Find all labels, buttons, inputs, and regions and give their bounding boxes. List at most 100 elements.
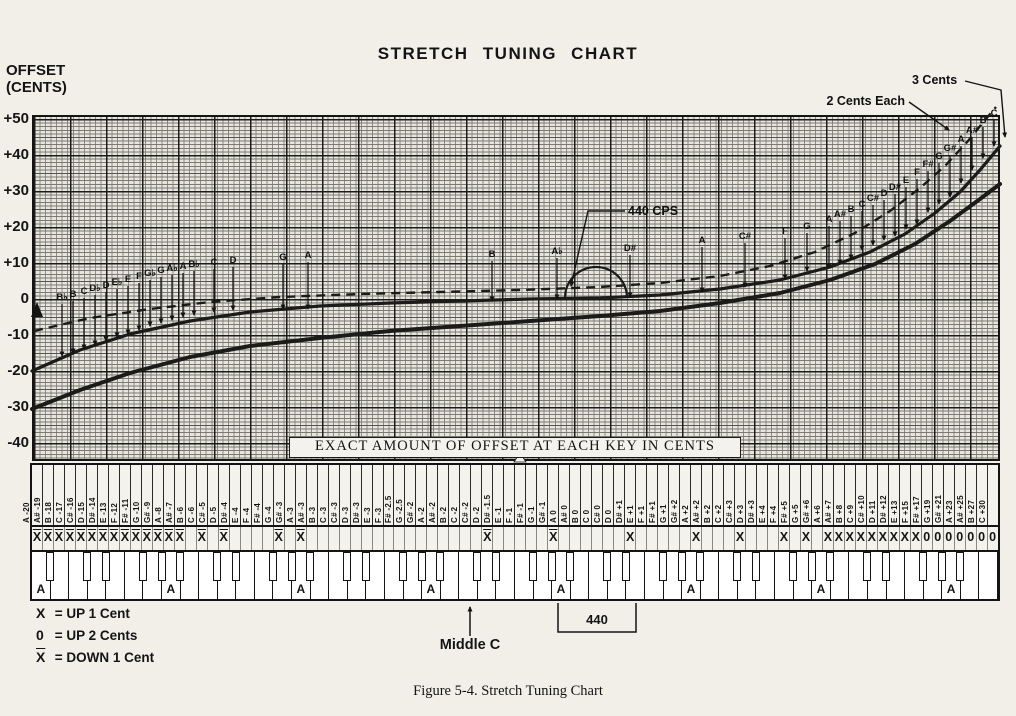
black-key xyxy=(343,552,352,581)
black-key xyxy=(269,552,277,581)
key-mark-cell xyxy=(184,527,196,550)
key-offset-cell: G# +2 xyxy=(670,465,690,525)
up-1-cent-mark: X xyxy=(889,530,898,544)
black-key xyxy=(231,552,240,581)
key-mark-cell: X xyxy=(843,527,855,550)
key-offset-text: E -4 xyxy=(230,507,240,523)
key-offset-text: G -10 xyxy=(131,501,141,523)
key-mark-cell xyxy=(404,527,415,550)
key-offset-cell: D +3 xyxy=(736,465,756,525)
key-mark-cell xyxy=(327,527,339,550)
up-2-cents-mark: 0 xyxy=(989,530,997,544)
key-offset-cell: E -13 xyxy=(99,465,119,525)
y-axis-tick: +30 xyxy=(3,182,29,199)
key-offset-cell: C +30 xyxy=(978,465,998,525)
key-offset-cell: A# +25 xyxy=(956,465,976,525)
key-mark-cell: X xyxy=(118,527,130,550)
down-1-cent-mark: X xyxy=(87,530,97,544)
up-1-cent-mark: X xyxy=(779,530,789,544)
white-key xyxy=(440,552,460,599)
down-1-cent-mark: X xyxy=(43,530,53,544)
down-1-cent-mark: X xyxy=(483,530,492,544)
key-offset-text: E -1 xyxy=(494,507,504,523)
y-axis-tick: 0 xyxy=(20,290,29,307)
key-mark-cell xyxy=(788,527,800,550)
key-offset-cell: C +9 xyxy=(846,465,866,525)
key-mark-cell: X xyxy=(690,527,701,550)
key-offset-cell: C# -2 xyxy=(461,465,481,525)
key-offset-text: G# +21 xyxy=(933,494,943,523)
key-offset-cell: G# +21 xyxy=(934,465,954,525)
legend-symbol: X xyxy=(36,605,46,621)
key-offset-cell: C 0 xyxy=(582,465,602,525)
key-mark-cell xyxy=(437,527,448,550)
key-mark-cell: X xyxy=(854,527,866,550)
black-key xyxy=(752,552,760,581)
down-1-cent-mark: X xyxy=(274,530,283,544)
down-1-cent-mark: X xyxy=(131,530,141,544)
black-key xyxy=(529,552,538,581)
up-2-cents-mark: 0 xyxy=(978,530,986,544)
white-key xyxy=(700,552,720,599)
white-key-a-label: A xyxy=(816,582,826,596)
key-mark-cell xyxy=(744,527,756,550)
y-axis-tick: -30 xyxy=(7,398,29,415)
key-offset-cell: F# -4 xyxy=(253,465,273,525)
key-offset-text: F# -1 xyxy=(516,502,526,523)
key-offset-text: D# -14 xyxy=(87,497,97,523)
key-offset-cell: C +2 xyxy=(714,465,734,525)
legend-text: = UP 1 Cent xyxy=(51,606,130,621)
key-offset-cell: B +27 xyxy=(967,465,987,525)
up-2-cents-mark: 0 xyxy=(967,530,975,544)
white-key xyxy=(979,552,998,599)
key-mark-cell: X xyxy=(41,527,53,550)
key-offset-text: D# -1.5 xyxy=(483,494,493,523)
key-offset-cell: A -2 xyxy=(417,465,437,525)
legend-text: = UP 2 Cents xyxy=(51,628,138,643)
key-mark-cell: 0 xyxy=(931,527,943,550)
a440-label: 440 xyxy=(586,612,608,627)
key-offset-text: G# -1 xyxy=(538,501,548,523)
key-offset-cell: G# +6 xyxy=(802,465,822,525)
key-mark-cell xyxy=(723,527,734,550)
key-mark-cell xyxy=(371,527,383,550)
black-key xyxy=(677,552,686,581)
key-mark-cell: 0 xyxy=(953,527,965,550)
key-offset-cell: D -15 xyxy=(77,465,97,525)
key-offset-cell: D# -1.5 xyxy=(483,465,503,525)
black-key xyxy=(603,552,612,581)
key-mark-cell xyxy=(382,527,394,550)
up-1-cent-mark: X xyxy=(900,530,909,544)
key-offset-cell: G +5 xyxy=(791,465,811,525)
black-key xyxy=(417,552,426,581)
key-mark-cell: X xyxy=(74,527,86,550)
key-offset-text: F -12 xyxy=(109,502,119,523)
key-mark-cell xyxy=(766,527,778,550)
black-key xyxy=(547,552,556,581)
marks-legend: X = UP 1 Cent 0 = UP 2 Cents X = DOWN 1 Ce… xyxy=(36,605,154,671)
key-offset-cell: F -1 xyxy=(505,465,525,525)
key-offset-text: C# -3 xyxy=(329,501,339,523)
key-offset-text: G -1 xyxy=(527,506,537,523)
key-mark-cell: X xyxy=(832,527,844,550)
key-offset-text: G# +2 xyxy=(670,499,680,523)
key-offset-text: F +15 xyxy=(900,500,910,523)
key-offset-cell: G# -3 xyxy=(275,465,295,525)
legend-text: = DOWN 1 Cent xyxy=(51,650,155,665)
key-mark-cell: X xyxy=(777,527,789,550)
key-mark-cell xyxy=(613,527,624,550)
key-mark-cell: X xyxy=(481,527,492,550)
key-mark-cell xyxy=(250,527,262,550)
up-2-cents-mark: 0 xyxy=(923,530,931,544)
key-offset-text: D# +3 xyxy=(746,499,756,523)
y-axis-tick: -10 xyxy=(7,326,29,343)
key-offset-cell: G# -9 xyxy=(143,465,163,525)
key-offset-cell: E -4 xyxy=(231,465,251,525)
key-mark-cell xyxy=(701,527,712,550)
white-key-a-label: A xyxy=(946,582,956,596)
key-mark-cell xyxy=(536,527,547,550)
y-axis-label-line2: (CENTS) xyxy=(6,79,67,96)
key-offset-text: E -13 xyxy=(98,502,108,523)
key-mark-cell xyxy=(206,527,218,550)
key-offset-cell: A# -2 xyxy=(428,465,448,525)
